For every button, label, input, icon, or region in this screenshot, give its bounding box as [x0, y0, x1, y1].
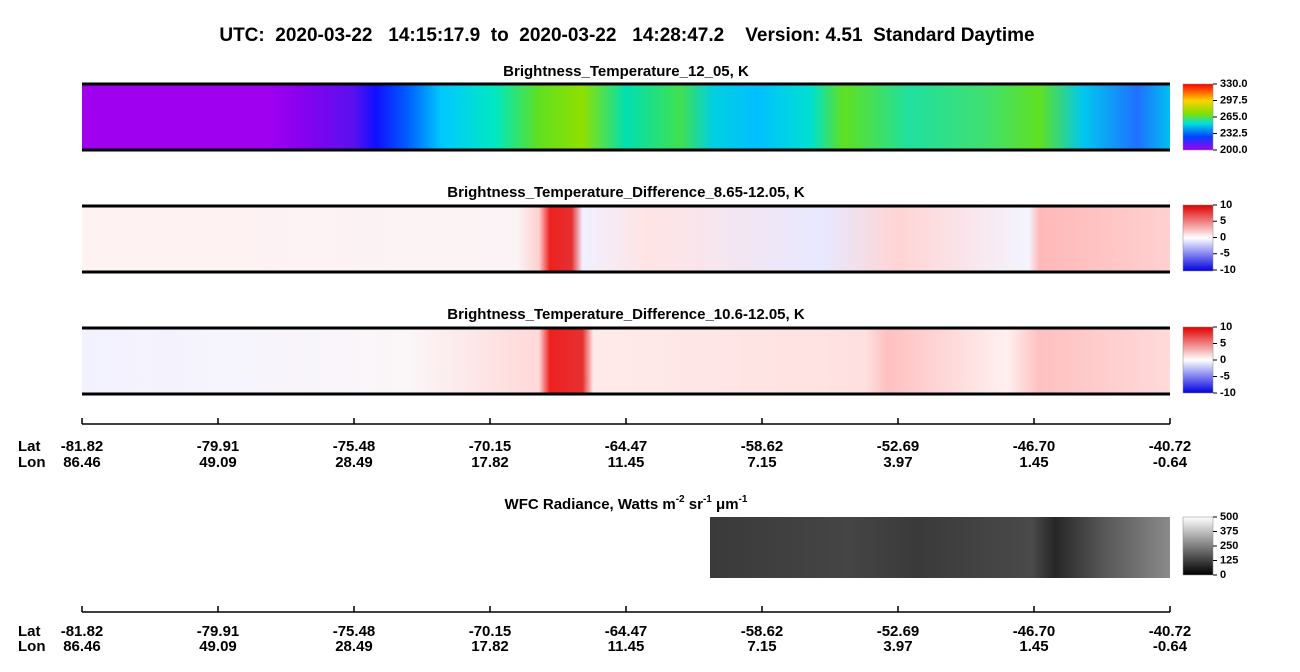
- colorbar: [1182, 326, 1214, 394]
- lat-tick-label: -75.48: [333, 623, 376, 640]
- lon-tick-label: 17.82: [471, 638, 509, 655]
- lat-tick-label: -64.47: [605, 438, 648, 455]
- colorbar-tick-label: -5: [1220, 248, 1230, 260]
- lon-tick-label: 3.97: [883, 638, 912, 655]
- colorbar-tick-label: 10: [1220, 199, 1232, 211]
- panel-title: Brightness_Temperature_Difference_8.65-1…: [447, 184, 805, 201]
- colorbar-tick-label: 250: [1220, 540, 1238, 552]
- lat-tick-label: -52.69: [877, 438, 920, 455]
- colorbar-tick-label: 0: [1220, 569, 1226, 581]
- colorbar-tick-label: 232.5: [1220, 127, 1248, 139]
- image-strip: [82, 328, 1170, 394]
- colorbar-tick-label: 0: [1220, 354, 1226, 366]
- lon-tick-label: 49.09: [199, 638, 237, 655]
- panel-title: Brightness_Temperature_Difference_10.6-1…: [447, 306, 805, 323]
- lon-tick-label: 86.46: [63, 638, 101, 655]
- colorbar-tick-label: -5: [1220, 370, 1230, 382]
- colorbar-tick-label: 0: [1220, 231, 1226, 243]
- lat-tick-label: -58.62: [741, 623, 784, 640]
- colorbar: [1182, 204, 1214, 272]
- lon-tick-label: 3.97: [883, 454, 912, 471]
- strip-borders: [82, 82, 1170, 396]
- lat-tick-label: -75.48: [333, 438, 376, 455]
- lat-tick-label: -70.15: [469, 623, 512, 640]
- lat-tick-label: -64.47: [605, 623, 648, 640]
- colorbar-tick-label: -10: [1220, 264, 1236, 276]
- lat-tick-label: -79.91: [197, 623, 240, 640]
- lon-tick-label: 28.49: [335, 454, 373, 471]
- image-strip: [710, 517, 1170, 578]
- colorbar-tick-label: 125: [1220, 554, 1238, 566]
- colorbar-tick-label: 297.5: [1220, 94, 1248, 106]
- colorbar: [1182, 516, 1214, 576]
- colorbar-tick-label: 5: [1220, 215, 1226, 227]
- superscript: -2: [676, 494, 685, 505]
- lat-tick-label: -40.72: [1149, 623, 1192, 640]
- superscript: -1: [739, 494, 748, 505]
- lat-tick-label: -46.70: [1013, 623, 1056, 640]
- lon-tick-label: 17.82: [471, 454, 509, 471]
- colorbar-tick-label: 5: [1220, 337, 1226, 349]
- lat-tick-label: -46.70: [1013, 438, 1056, 455]
- lon-tick-label: 1.45: [1019, 638, 1048, 655]
- superscript: -1: [703, 494, 712, 505]
- lat-tick-label: -79.91: [197, 438, 240, 455]
- lon-tick-label: 49.09: [199, 454, 237, 471]
- colorbar-tick-label: 375: [1220, 525, 1238, 537]
- lon-tick-label: 1.45: [1019, 454, 1048, 471]
- panel-title: Brightness_Temperature_12_05, K: [503, 63, 749, 80]
- lat-tick-label: -81.82: [61, 623, 104, 640]
- lat-tick-label: -70.15: [469, 438, 512, 455]
- colorbar-tick-label: 330.0: [1220, 78, 1248, 90]
- lat-tick-label: -58.62: [741, 438, 784, 455]
- lon-tick-label: 28.49: [335, 638, 373, 655]
- image-strip: [82, 206, 1170, 272]
- lon-label: Lon: [18, 454, 46, 471]
- title-part: sr: [685, 496, 704, 513]
- colorbar-tick-label: -10: [1220, 387, 1236, 399]
- colorbar: [1182, 83, 1214, 151]
- lon-tick-label: 11.45: [608, 454, 645, 471]
- lat-tick-label: -81.82: [61, 438, 104, 455]
- colorbar-tick-label: 200.0: [1220, 144, 1248, 156]
- title-part: μm: [712, 496, 739, 513]
- lon-tick-label: 86.46: [63, 454, 101, 471]
- lon-tick-label: -0.64: [1153, 454, 1188, 471]
- wfc-title: WFC Radiance, Watts m-2 sr-1 μm-1: [505, 494, 748, 513]
- lon-label: Lon: [18, 638, 46, 655]
- main-title: UTC: 2020-03-22 14:15:17.9 to 2020-03-22…: [219, 25, 1034, 46]
- colorbar-tick-label: 500: [1220, 511, 1238, 523]
- colorbar-tick-label: 265.0: [1220, 111, 1248, 123]
- lat-tick-label: -52.69: [877, 623, 920, 640]
- title-part: WFC Radiance, Watts m: [505, 496, 676, 513]
- colorbar-tick-label: 10: [1220, 321, 1232, 333]
- lat-tick-label: -40.72: [1149, 438, 1192, 455]
- lon-tick-label: 7.15: [747, 638, 776, 655]
- lat-label: Lat: [18, 623, 41, 640]
- lon-tick-label: 11.45: [608, 638, 645, 655]
- image-strip: [82, 84, 1170, 150]
- lat-label: Lat: [18, 438, 41, 455]
- lon-tick-label: -0.64: [1153, 638, 1188, 655]
- lon-tick-label: 7.15: [747, 454, 776, 471]
